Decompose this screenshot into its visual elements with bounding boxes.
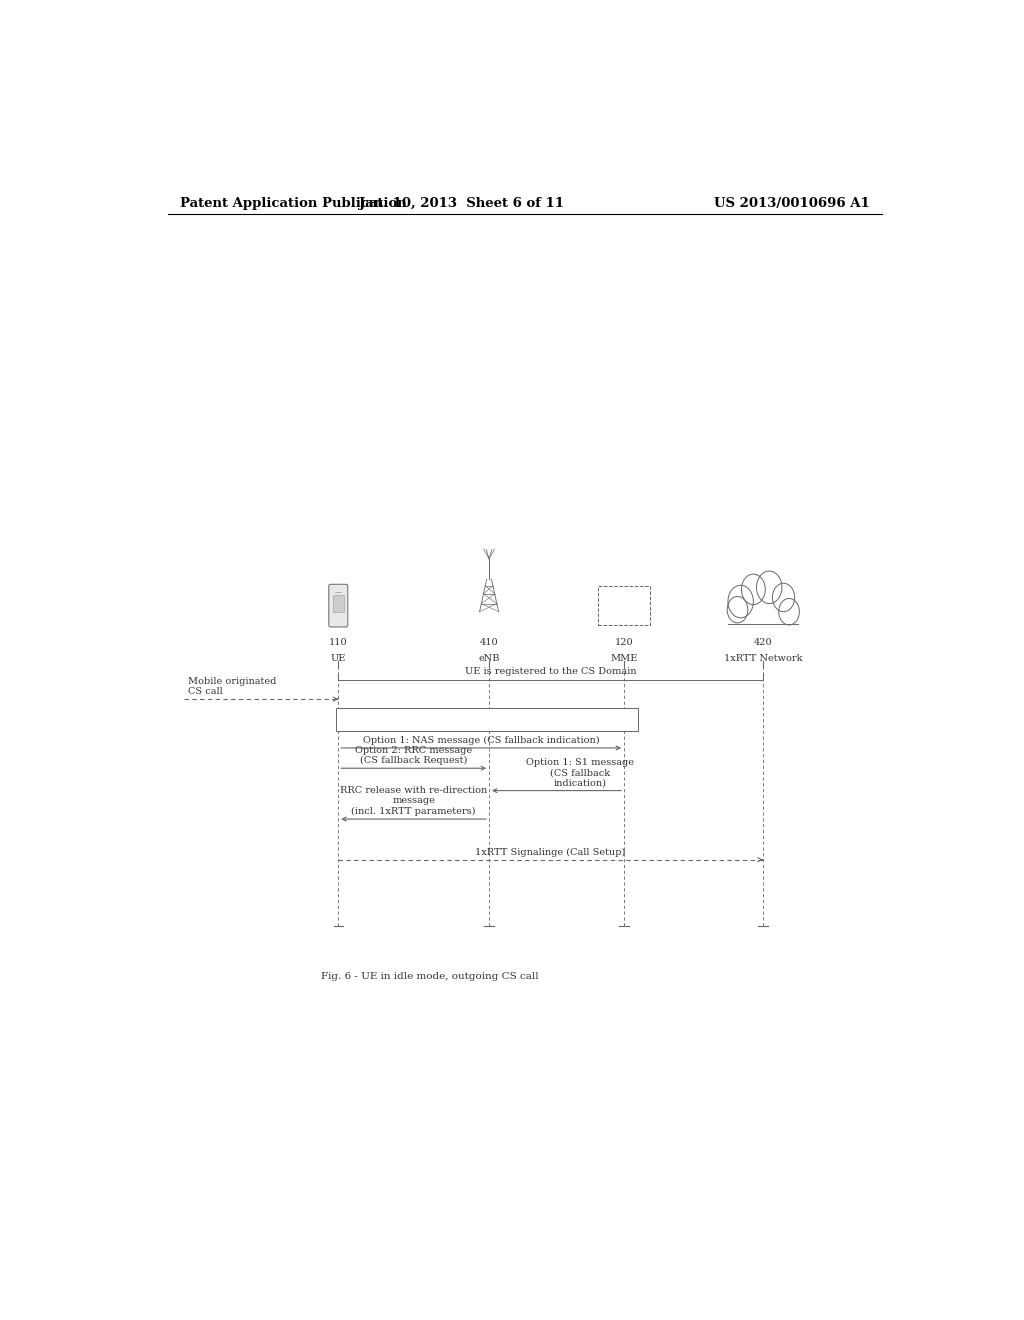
FancyBboxPatch shape <box>336 709 638 731</box>
Text: 110: 110 <box>329 638 347 647</box>
FancyBboxPatch shape <box>598 586 650 624</box>
Text: Patent Application Publication: Patent Application Publication <box>179 197 407 210</box>
FancyBboxPatch shape <box>329 585 348 627</box>
Text: 120: 120 <box>614 638 633 647</box>
Text: Option 1: S1 message
(CS fallback
indication): Option 1: S1 message (CS fallback indica… <box>526 758 634 788</box>
Circle shape <box>772 583 795 611</box>
Circle shape <box>728 585 754 618</box>
Text: Option 1: NAS message (CS fallback indication): Option 1: NAS message (CS fallback indic… <box>362 735 599 744</box>
Text: Mobile originated
CS call: Mobile originated CS call <box>187 677 275 696</box>
Circle shape <box>727 597 748 623</box>
Text: Option 2: RRC message
(CS fallback Request): Option 2: RRC message (CS fallback Reque… <box>355 746 472 766</box>
Circle shape <box>741 574 765 605</box>
Circle shape <box>779 598 800 624</box>
FancyBboxPatch shape <box>333 595 344 612</box>
Text: UE performs LTE Service Request Procedure (if it is in Idle): UE performs LTE Service Request Procedur… <box>338 715 637 723</box>
Text: UE is registered to the CS Domain: UE is registered to the CS Domain <box>465 667 636 676</box>
Text: Jan. 10, 2013  Sheet 6 of 11: Jan. 10, 2013 Sheet 6 of 11 <box>358 197 564 210</box>
Text: 1xRTT Signalinge (Call Setup): 1xRTT Signalinge (Call Setup) <box>475 847 626 857</box>
FancyBboxPatch shape <box>728 598 798 624</box>
Text: US 2013/0010696 A1: US 2013/0010696 A1 <box>715 197 870 210</box>
Text: UE: UE <box>331 655 346 664</box>
Text: 1xRTT Network: 1xRTT Network <box>724 655 802 664</box>
Text: RRC release with re-direction
message
(incl. 1xRTT parameters): RRC release with re-direction message (i… <box>340 787 487 816</box>
Text: MME: MME <box>610 655 638 664</box>
Circle shape <box>757 572 782 603</box>
Text: 420: 420 <box>754 638 772 647</box>
Text: 410: 410 <box>480 638 499 647</box>
Text: eNB: eNB <box>478 655 500 664</box>
Text: Fig. 6 - UE in idle mode, outgoing CS call: Fig. 6 - UE in idle mode, outgoing CS ca… <box>321 972 539 981</box>
